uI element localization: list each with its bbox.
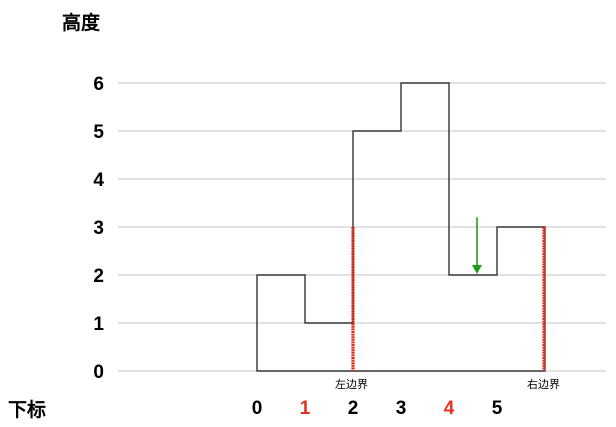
- x-index-label: 2: [348, 398, 359, 419]
- histogram-outline: [256, 82, 546, 372]
- y-tick-label: 5: [93, 122, 104, 143]
- x-axis-title: 下标: [8, 399, 47, 421]
- x-index-label: 3: [396, 398, 407, 419]
- y-tick-label: 4: [93, 170, 104, 191]
- y-tick-label: 1: [93, 314, 104, 335]
- x-index-label: 5: [492, 398, 503, 419]
- arrow-head: [472, 265, 482, 274]
- x-index-label: 1: [300, 398, 311, 419]
- y-tick-label: 3: [93, 218, 104, 239]
- y-tick-label: 2: [93, 266, 104, 287]
- y-tick-label: 6: [93, 74, 104, 95]
- left-boundary-label: 左边界: [335, 378, 368, 391]
- x-index-label: 4: [444, 398, 455, 419]
- right-boundary-label: 右边界: [527, 378, 560, 391]
- y-axis-title: 高度: [62, 12, 101, 34]
- x-index-label: 0: [252, 398, 263, 419]
- y-tick-label: 0: [93, 362, 104, 383]
